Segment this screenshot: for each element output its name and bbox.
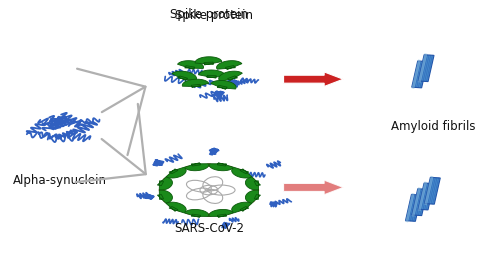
Circle shape xyxy=(243,173,249,176)
Polygon shape xyxy=(418,55,434,82)
Circle shape xyxy=(186,166,192,169)
Polygon shape xyxy=(184,163,209,171)
Circle shape xyxy=(226,166,232,169)
Circle shape xyxy=(236,169,242,172)
Polygon shape xyxy=(232,202,252,213)
Circle shape xyxy=(158,188,164,192)
Circle shape xyxy=(236,208,242,211)
Polygon shape xyxy=(406,195,421,221)
Polygon shape xyxy=(182,79,209,88)
Polygon shape xyxy=(418,183,434,210)
Text: Spike protein: Spike protein xyxy=(170,8,248,21)
FancyArrow shape xyxy=(284,180,344,195)
Polygon shape xyxy=(412,189,428,216)
Polygon shape xyxy=(246,190,260,203)
FancyArrow shape xyxy=(284,72,344,87)
Polygon shape xyxy=(158,177,172,190)
Polygon shape xyxy=(218,71,242,81)
Circle shape xyxy=(216,213,222,216)
Text: Alpha-synuclein: Alpha-synuclein xyxy=(12,175,106,187)
Circle shape xyxy=(159,164,258,216)
Circle shape xyxy=(176,208,182,211)
Text: Spike protein: Spike protein xyxy=(175,9,253,22)
Circle shape xyxy=(248,199,254,202)
Polygon shape xyxy=(209,163,234,171)
Polygon shape xyxy=(246,177,260,190)
Polygon shape xyxy=(232,167,252,178)
Polygon shape xyxy=(178,61,204,69)
Circle shape xyxy=(160,183,166,186)
Polygon shape xyxy=(172,71,197,81)
Circle shape xyxy=(196,164,202,167)
Text: SARS-CoV-2: SARS-CoV-2 xyxy=(174,222,244,235)
Circle shape xyxy=(169,173,175,176)
Circle shape xyxy=(252,194,258,197)
Polygon shape xyxy=(210,81,236,89)
Circle shape xyxy=(206,214,212,217)
Circle shape xyxy=(176,169,182,172)
Polygon shape xyxy=(184,209,209,218)
Circle shape xyxy=(196,213,202,216)
Polygon shape xyxy=(198,70,225,78)
Circle shape xyxy=(160,194,166,197)
Circle shape xyxy=(226,211,232,214)
Circle shape xyxy=(252,183,258,186)
Circle shape xyxy=(206,163,212,167)
Circle shape xyxy=(248,178,254,181)
Circle shape xyxy=(164,199,170,202)
Text: Amyloid fibrils: Amyloid fibrils xyxy=(390,120,475,133)
Polygon shape xyxy=(166,202,186,213)
Circle shape xyxy=(186,211,192,214)
Polygon shape xyxy=(209,209,234,218)
Circle shape xyxy=(243,204,249,207)
Polygon shape xyxy=(166,167,186,178)
Polygon shape xyxy=(412,61,428,88)
Circle shape xyxy=(216,164,222,167)
Circle shape xyxy=(169,204,175,207)
Polygon shape xyxy=(424,177,440,204)
Polygon shape xyxy=(158,190,172,203)
Circle shape xyxy=(253,188,259,192)
Polygon shape xyxy=(216,61,242,70)
Circle shape xyxy=(164,178,170,181)
Polygon shape xyxy=(195,57,222,65)
